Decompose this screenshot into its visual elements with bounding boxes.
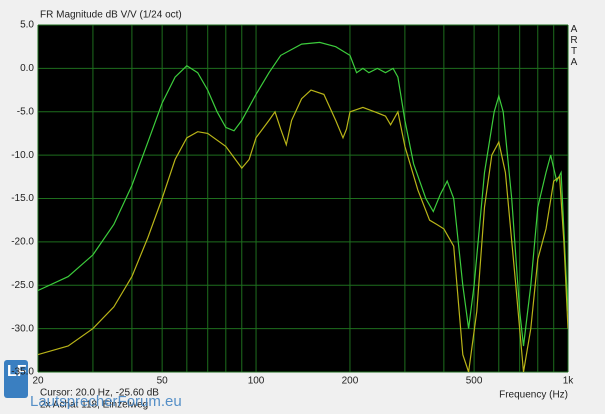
x-tick-label: 100: [248, 376, 265, 387]
series-line: [38, 41, 568, 347]
y-tick-label: -35.0: [11, 367, 34, 378]
x-tick-label: 20: [32, 376, 44, 387]
y-tick-label: -10.0: [11, 150, 34, 161]
x-tick-label: 200: [342, 376, 359, 387]
y-tick-label: 5.0: [20, 20, 34, 31]
x-tick-label: 1k: [563, 376, 575, 387]
x-axis-label: Frequency (Hz): [499, 390, 568, 401]
watermark: LautsprecherForum.eu: [30, 393, 182, 410]
logo: LF: [4, 360, 28, 398]
y-tick-label: -25.0: [11, 280, 34, 291]
y-tick-label: 0.0: [20, 63, 34, 74]
logo-box: [4, 360, 28, 398]
brand: ARTA: [570, 24, 578, 68]
y-tick-label: -20.0: [11, 237, 34, 248]
y-tick-label: -30.0: [11, 323, 34, 334]
y-tick-label: -15.0: [11, 193, 34, 204]
x-tick-label: 500: [466, 376, 483, 387]
series-line: [38, 89, 568, 372]
chart-title: FR Magnitude dB V/V (1/24 oct): [40, 10, 182, 21]
cursor-readout: Cursor: 20.0 Hz, -25.60 dB: [40, 388, 159, 399]
note: 2x Achat 118, Einzelweg: [40, 400, 148, 411]
logo-letter: LF: [7, 363, 27, 380]
y-tick-label: -5.0: [17, 106, 35, 117]
x-tick-label: 50: [157, 376, 169, 387]
